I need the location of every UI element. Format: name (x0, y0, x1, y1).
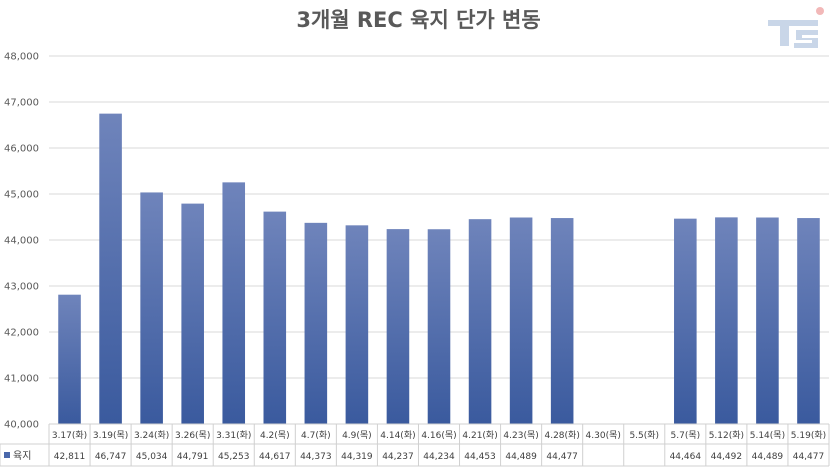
category-label: 4.7(화) (301, 430, 331, 441)
bar (427, 229, 451, 424)
category-label: 5.19(화) (791, 430, 826, 441)
category-label: 4.14(화) (380, 430, 415, 441)
category-label: 4.2(목) (260, 430, 290, 441)
y-tick-label: 46,000 (4, 144, 39, 155)
chart-title: 3개월 REC 육지 단가 변동 (296, 8, 541, 32)
data-value-label: 42,811 (54, 452, 86, 462)
category-label: 5.12(화) (709, 430, 744, 441)
y-tick-label: 42,000 (4, 328, 39, 339)
category-label: 3.19(목) (93, 430, 128, 441)
data-value-label: 44,477 (546, 452, 578, 462)
category-label: 5.14(목) (750, 430, 785, 441)
y-tick-label: 43,000 (4, 282, 39, 293)
bar (140, 192, 163, 424)
data-table: 3.17(화) 42,811 3.19(목) 46,747 3.24(화) 45,034 3… (0, 423, 830, 467)
bar (468, 219, 492, 424)
bar (181, 203, 204, 424)
y-tick-label: 45,000 (4, 190, 39, 201)
data-value-label: 46,747 (95, 452, 127, 462)
data-value-label: 45,253 (218, 452, 250, 462)
bar (550, 218, 574, 424)
category-label: 4.9(목) (342, 430, 372, 441)
y-tick-label: 44,000 (4, 236, 39, 247)
data-value-label: 44,234 (423, 452, 455, 462)
data-value-label: 44,617 (259, 452, 291, 462)
data-value-label: 44,453 (464, 452, 496, 462)
y-tick-label: 40,000 (4, 420, 39, 431)
legend-label: 육지 (13, 450, 31, 462)
data-value-label: 45,034 (136, 452, 168, 462)
bar (509, 217, 533, 424)
category-label: 3.26(목) (175, 430, 210, 441)
bar (99, 113, 122, 424)
category-label: 3.17(화) (52, 430, 87, 441)
data-value-label: 44,791 (177, 452, 209, 462)
y-tick-label: 41,000 (4, 374, 39, 385)
data-value-label: 44,464 (670, 452, 702, 462)
category-label: 4.28(화) (544, 430, 579, 441)
y-tick-label: 48,000 (4, 52, 39, 63)
bar (345, 225, 369, 424)
y-axis: 40,000 41,000 42,000 43,000 44,000 45,000 46,0… (4, 52, 39, 431)
bar (222, 182, 246, 424)
bar (304, 222, 328, 424)
bars (58, 113, 820, 424)
bar (263, 211, 287, 424)
bar (386, 229, 410, 424)
data-value-label: 44,373 (300, 452, 332, 462)
bar (715, 217, 738, 424)
data-value-label: 44,319 (341, 452, 373, 462)
category-label: 4.30(목) (586, 430, 621, 441)
category-label: 3.31(화) (216, 430, 251, 441)
y-tick-label: 47,000 (4, 98, 39, 109)
category-label: 5.5(화) (629, 430, 659, 441)
data-value-label: 44,489 (505, 452, 537, 462)
category-label: 4.16(목) (421, 430, 456, 441)
data-value-label: 44,237 (382, 452, 414, 462)
category-label: 4.21(화) (462, 430, 497, 441)
ts-logo (768, 7, 824, 48)
category-label: 3.24(화) (134, 430, 169, 441)
data-value-label: 44,492 (711, 452, 743, 462)
category-label: 4.23(목) (503, 430, 538, 441)
bar (797, 218, 820, 424)
category-label: 5.7(목) (671, 430, 701, 441)
data-value-label: 44,477 (793, 452, 825, 462)
bar (674, 218, 697, 424)
data-value-label: 44,489 (752, 452, 784, 462)
bar (58, 294, 81, 424)
legend-marker (4, 452, 10, 458)
bar (756, 217, 779, 424)
